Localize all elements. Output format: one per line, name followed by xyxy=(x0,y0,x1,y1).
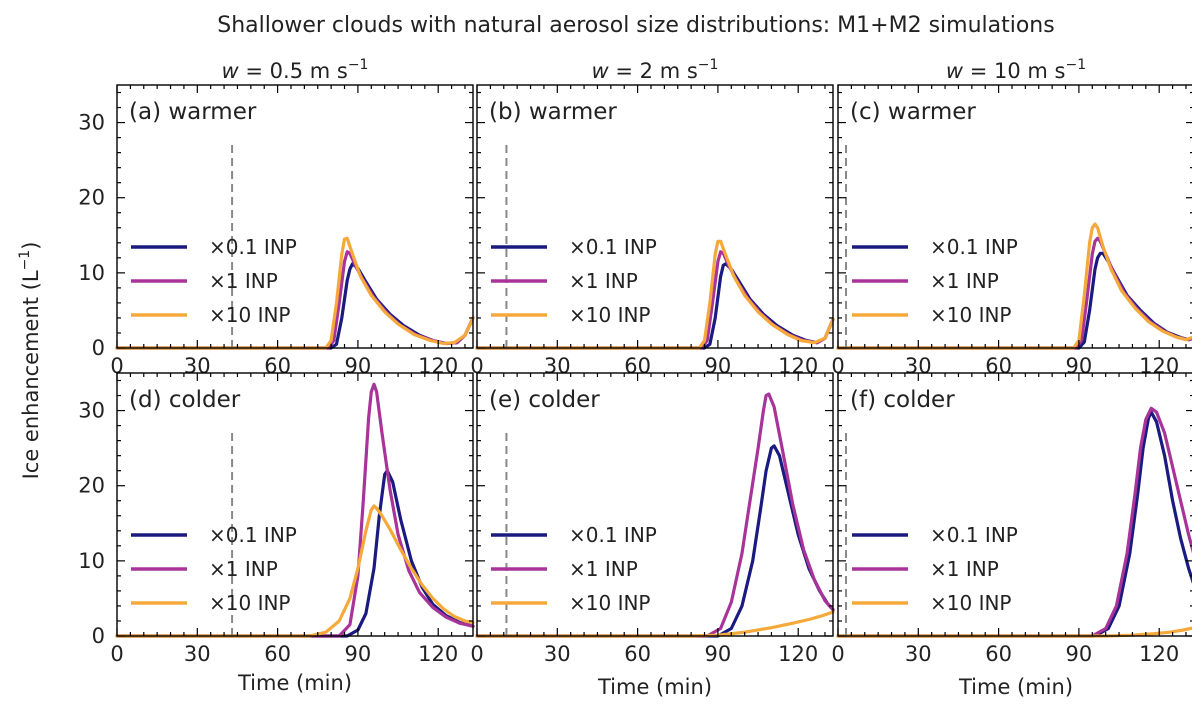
panel-d: 0 30 60 90 120 0 10 20 30 Time (min) (d) colder ×0.… xyxy=(78,372,475,695)
legend-entry: ×0.1 INP xyxy=(209,523,297,547)
series-line-2 xyxy=(475,392,835,638)
x-tick-label: 0 xyxy=(110,642,123,666)
plot-frame xyxy=(837,84,1192,349)
y-tick-label: 30 xyxy=(78,399,105,423)
panel-label: (a) warmer xyxy=(129,99,257,125)
series-line-1 xyxy=(115,469,475,638)
x-tick-label: 0 xyxy=(470,642,483,666)
x-tick-label: 30 xyxy=(184,642,211,666)
plot-frame xyxy=(837,372,1192,637)
legend: ×0.1 INP ×1 INP ×10 INP xyxy=(131,523,297,615)
series-line-3 xyxy=(115,504,475,638)
y-tick-label: 20 xyxy=(78,474,105,498)
legend-entry: ×0.1 INP xyxy=(569,235,657,259)
legend-entry: ×10 INP xyxy=(569,591,650,615)
x-tick-label: 0 xyxy=(470,354,483,378)
legend-entry: ×0.1 INP xyxy=(930,523,1018,547)
panel-c: 0 30 60 90 120(c) warmer×0.1 INP×1 INP×10 IN… xyxy=(831,84,1192,378)
legend: ×0.1 INP ×1 INP ×10 INP xyxy=(491,235,657,327)
plot-frame xyxy=(476,372,834,637)
legend-entry: ×1 INP xyxy=(930,557,999,581)
panel-label: (d) colder xyxy=(129,387,241,413)
series-line-2 xyxy=(475,250,835,350)
x-axis-label: Time (min) xyxy=(597,675,712,699)
panel-f: 0 30 60 90 120 Time (min) (f) colder ×0.1 INP ×1… xyxy=(831,372,1192,699)
series-line-1 xyxy=(836,251,1192,350)
column-titles: w = 0.5 m s−1 w = 2 m s−1 w = 10 m s−1 xyxy=(222,57,1087,83)
x-tick-label: 120 xyxy=(418,642,458,666)
legend-entry: ×1 INP xyxy=(930,269,999,293)
legend-entry: ×0.1 INP xyxy=(930,235,1018,259)
x-tick-label: 30 xyxy=(544,642,571,666)
x-tick-label: 90 xyxy=(345,642,372,666)
column-title-3: w = 10 m s−1 xyxy=(946,57,1086,83)
y-tick-label: 0 xyxy=(92,336,105,360)
column-title-1: w = 0.5 m s−1 xyxy=(222,57,369,83)
series-line-1 xyxy=(836,410,1192,638)
legend-entry: ×10 INP xyxy=(930,591,1011,615)
y-tick-label: 20 xyxy=(78,186,105,210)
x-tick-label: 60 xyxy=(624,642,651,666)
legend: ×0.1 INP ×1 INP ×10 INP xyxy=(131,235,297,327)
series-line-3 xyxy=(115,236,475,350)
series-line-2 xyxy=(836,406,1192,638)
x-tick-label: 90 xyxy=(1066,642,1093,666)
legend-entry: ×10 INP xyxy=(930,303,1011,327)
y-tick-label: 10 xyxy=(78,261,105,285)
x-tick-label: 0 xyxy=(110,354,123,378)
x-tick-label: 0 xyxy=(831,642,844,666)
panel-label: (f) colder xyxy=(850,387,955,413)
series-line-2 xyxy=(115,382,475,638)
x-tick-label: 120 xyxy=(778,642,818,666)
x-tick-label: 60 xyxy=(985,642,1012,666)
legend-entry: ×1 INP xyxy=(569,557,638,581)
figure-title: Shallower clouds with natural aerosol si… xyxy=(217,13,1054,38)
legend: ×0.1 INP ×1 INP ×10 INP xyxy=(852,523,1018,615)
series-line-3 xyxy=(836,222,1192,350)
legend-entry: ×0.1 INP xyxy=(209,235,297,259)
column-title-2: w = 2 m s−1 xyxy=(592,57,719,83)
x-axis-label: Time (min) xyxy=(958,675,1073,699)
x-axis-label: Time (min) xyxy=(237,671,352,695)
legend: ×0.1 INP ×1 INP ×10 INP xyxy=(491,523,657,615)
legend: ×0.1 INP ×1 INP ×10 INP xyxy=(852,235,1018,327)
x-tick-label: 0 xyxy=(831,354,844,378)
x-tick-label: 30 xyxy=(905,642,932,666)
panel-b: 0 30 60 90 120(b) warmer×0.1 INP×1 INP×10 IN… xyxy=(470,84,835,378)
plot-frame xyxy=(476,84,834,349)
panel-label: (e) colder xyxy=(489,387,600,413)
plot-frame xyxy=(116,372,474,637)
panel-label: (c) warmer xyxy=(850,99,976,125)
legend-entry: ×1 INP xyxy=(209,557,278,581)
legend-entry: ×10 INP xyxy=(209,303,290,327)
legend-entry: ×0.1 INP xyxy=(569,523,657,547)
legend-entry: ×10 INP xyxy=(569,303,650,327)
y-tick-label: 10 xyxy=(78,549,105,573)
panel-e: 0 30 60 90 120 Time (min) (e) colder ×0.1 INP ×1… xyxy=(470,372,835,699)
legend-entry: ×1 INP xyxy=(569,269,638,293)
y-tick-label: 30 xyxy=(78,111,105,135)
panel-label: (b) warmer xyxy=(489,99,617,125)
x-tick-label: 60 xyxy=(264,642,291,666)
x-tick-label: 120 xyxy=(1139,642,1179,666)
y-tick-label: 0 xyxy=(92,624,105,648)
series-line-1 xyxy=(475,262,835,350)
legend-entry: ×10 INP xyxy=(209,591,290,615)
x-tick-label: 90 xyxy=(705,642,732,666)
series-line-3 xyxy=(475,239,835,350)
plot-frame xyxy=(116,84,474,349)
legend-entry: ×1 INP xyxy=(209,269,278,293)
y-axis-label: Ice enhancement (L−1) xyxy=(17,242,43,480)
